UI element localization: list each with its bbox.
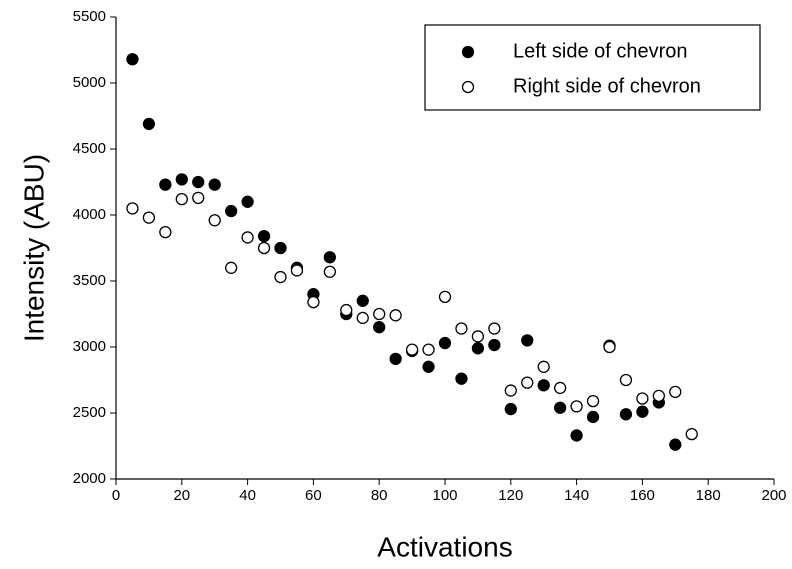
point <box>323 251 337 264</box>
x-tick-label: 40 <box>239 487 256 504</box>
point <box>504 402 517 416</box>
point <box>192 191 205 204</box>
point <box>126 53 139 66</box>
point <box>521 376 534 389</box>
x-tick-label: 180 <box>696 487 721 504</box>
legend-marker <box>461 45 475 59</box>
y-tick-label: 2500 <box>73 404 106 421</box>
point <box>636 392 649 405</box>
point <box>619 408 633 421</box>
point <box>537 379 550 392</box>
point <box>159 178 172 191</box>
point <box>685 427 698 441</box>
point <box>619 373 633 387</box>
point <box>126 202 139 215</box>
point <box>142 117 156 131</box>
point <box>669 438 682 451</box>
x-tick-label: 160 <box>630 487 655 504</box>
point <box>603 340 616 354</box>
point <box>323 265 337 278</box>
point <box>554 381 567 395</box>
point <box>241 195 254 208</box>
legend-box <box>424 24 761 111</box>
point <box>290 264 304 277</box>
point <box>257 241 271 255</box>
point <box>208 214 221 227</box>
legend-label: Right side of chevron <box>513 75 701 97</box>
x-tick-label: 120 <box>498 487 523 504</box>
point <box>159 226 172 239</box>
x-tick-label: 0 <box>112 487 120 504</box>
y-tick-label: 3000 <box>73 338 106 355</box>
point <box>652 389 665 402</box>
y-tick-label: 5500 <box>73 8 106 25</box>
point <box>224 204 238 218</box>
point <box>389 309 402 322</box>
y-tick-label: 5000 <box>73 74 106 91</box>
x-tick-label: 20 <box>173 487 190 504</box>
point <box>142 211 156 224</box>
point <box>471 330 485 343</box>
point <box>455 372 468 385</box>
y-tick-label: 4500 <box>73 140 106 157</box>
point <box>488 338 501 352</box>
point <box>669 385 682 399</box>
point <box>455 322 468 335</box>
point <box>636 405 649 418</box>
point <box>373 307 386 321</box>
point <box>356 311 369 325</box>
point <box>192 175 205 189</box>
point <box>274 241 287 255</box>
point <box>422 343 435 356</box>
point <box>504 384 517 397</box>
point <box>537 360 550 373</box>
x-axis-title: Activations <box>377 531 512 562</box>
point <box>570 429 583 442</box>
point <box>274 270 287 284</box>
point <box>586 394 600 408</box>
x-tick-label: 200 <box>761 487 786 504</box>
point <box>208 178 221 191</box>
y-tick-label: 3500 <box>73 272 106 289</box>
point <box>438 336 452 350</box>
point <box>257 229 271 243</box>
point <box>488 322 501 335</box>
point <box>586 410 600 424</box>
point <box>356 294 369 307</box>
point <box>438 290 452 303</box>
x-tick-label: 140 <box>564 487 589 504</box>
point <box>175 193 188 206</box>
point <box>175 173 188 186</box>
point <box>373 321 386 334</box>
point <box>389 352 402 366</box>
x-tick-label: 100 <box>432 487 457 504</box>
point <box>570 400 583 413</box>
x-tick-label: 60 <box>305 487 322 504</box>
point <box>224 261 238 274</box>
point <box>554 401 567 414</box>
point <box>471 342 485 355</box>
y-tick-label: 2000 <box>73 470 106 487</box>
point <box>340 303 353 317</box>
y-tick-label: 4000 <box>73 206 106 223</box>
y-axis-title: Intensity (ABU) <box>18 154 49 342</box>
x-tick-label: 80 <box>371 487 388 504</box>
point <box>241 231 254 244</box>
legend-label: Left side of chevron <box>513 40 688 62</box>
point <box>422 360 435 373</box>
legend-marker <box>461 80 475 94</box>
point <box>521 334 534 347</box>
point <box>405 343 419 356</box>
point <box>307 295 320 309</box>
